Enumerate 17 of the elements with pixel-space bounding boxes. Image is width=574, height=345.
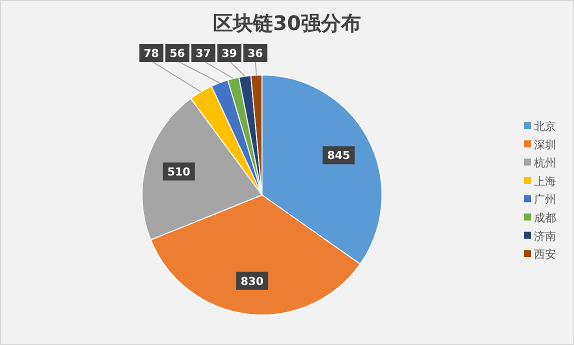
data-label: 37 (196, 47, 211, 60)
data-label: 510 (167, 165, 191, 178)
data-label: 36 (248, 47, 264, 60)
legend-label: 成都 (534, 212, 556, 224)
legend-label: 上海 (534, 174, 556, 188)
legend-label: 深圳 (534, 138, 556, 152)
data-label: 830 (240, 274, 264, 288)
data-label: 78 (144, 47, 159, 60)
data-label: 56 (170, 47, 186, 60)
legend-label: 济南 (534, 230, 556, 243)
legend-label: 西安 (534, 248, 556, 262)
legend-label: 广州 (534, 193, 556, 206)
chart-title: 区块链30强分布 (213, 11, 361, 35)
data-label: 845 (327, 149, 350, 162)
legend-label: 北京 (534, 120, 556, 133)
legend-label: 杭州 (533, 156, 556, 170)
data-label: 39 (222, 47, 237, 60)
